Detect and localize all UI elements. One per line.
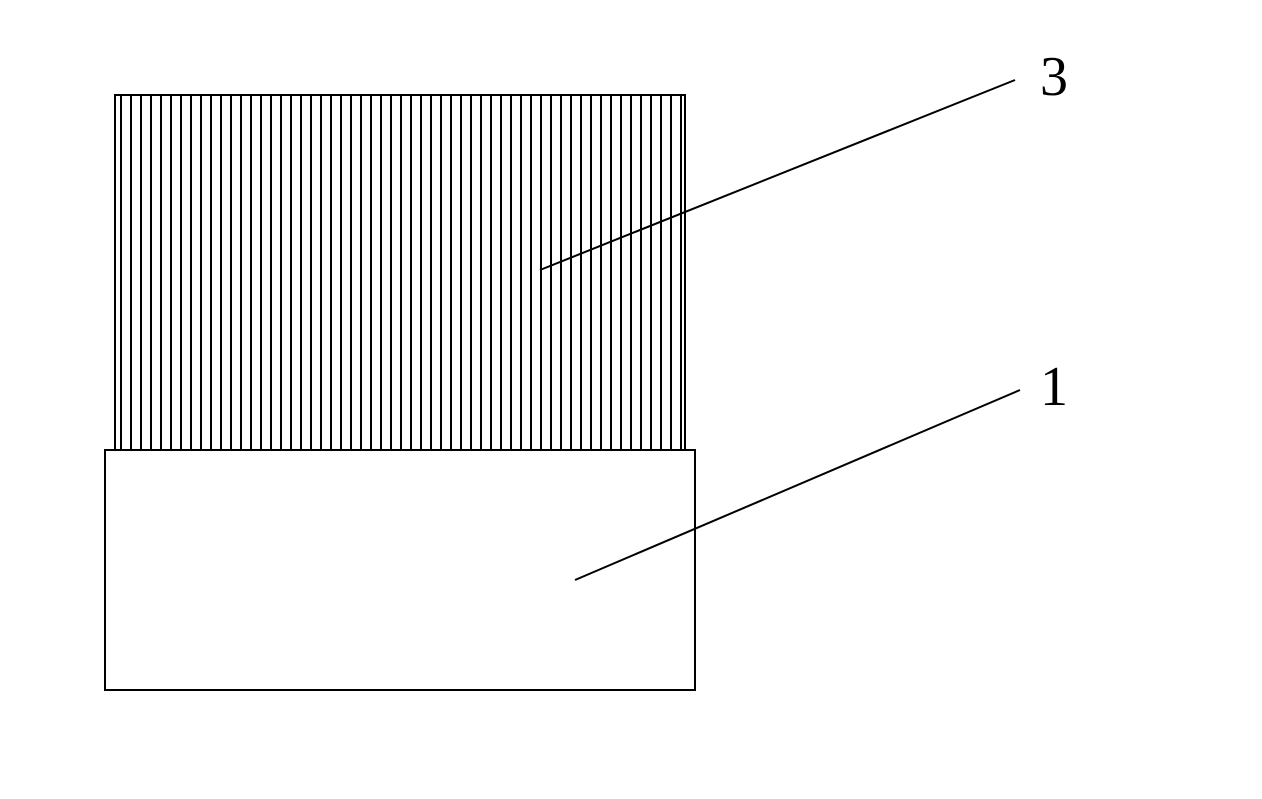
label-3: 3: [1040, 45, 1068, 109]
diagram-svg: [0, 0, 1262, 794]
hatched-block: [115, 95, 685, 450]
diagram-container: 3 1: [0, 0, 1262, 794]
base-block: [105, 450, 695, 690]
label-1: 1: [1040, 355, 1068, 419]
